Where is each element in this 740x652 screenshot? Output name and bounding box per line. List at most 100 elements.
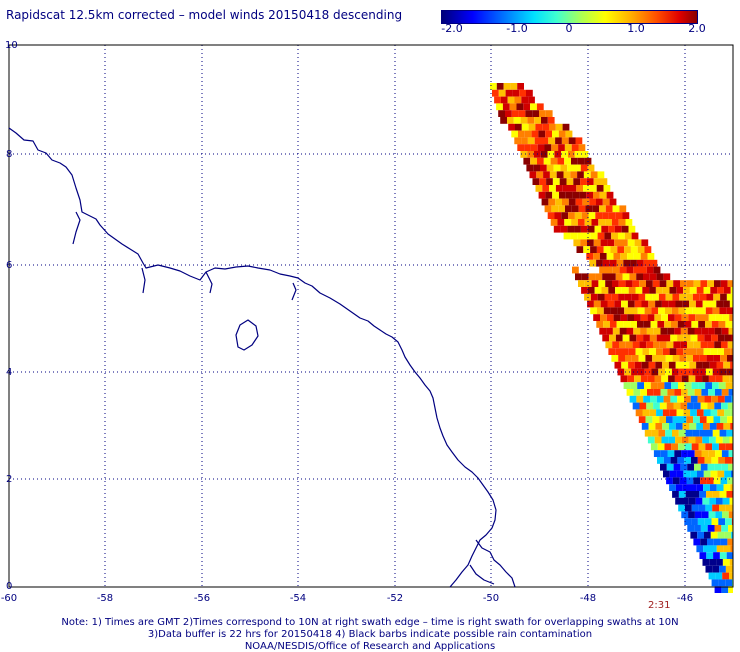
swath-cell xyxy=(579,205,586,212)
swath-cell xyxy=(647,328,654,335)
swath-cell xyxy=(631,246,638,253)
swath-cell xyxy=(719,307,726,314)
swath-cell xyxy=(635,362,642,369)
swath-cell xyxy=(664,396,671,403)
swath-cell xyxy=(633,267,640,274)
swath-cell xyxy=(535,124,542,131)
swath-cell xyxy=(700,477,707,484)
swath-cell xyxy=(648,314,655,321)
swath-cell xyxy=(619,219,626,226)
swath-cell xyxy=(690,287,697,294)
swath-cell xyxy=(576,137,583,144)
swath-cell xyxy=(710,301,717,308)
swath-cell xyxy=(552,131,559,138)
swath-time-label: 2:31 xyxy=(648,600,670,611)
swath-cell xyxy=(547,165,554,172)
swath-cell xyxy=(714,280,721,287)
swath-cell xyxy=(588,165,595,172)
swath-cell xyxy=(686,355,693,362)
swath-cell xyxy=(698,396,705,403)
swath-cell xyxy=(559,131,566,138)
swath-cell xyxy=(685,505,692,512)
swath-cell xyxy=(687,280,694,287)
swath-cell xyxy=(699,369,706,376)
swath-cell xyxy=(699,505,706,512)
swath-cell xyxy=(648,375,655,382)
swath-cell xyxy=(675,437,682,444)
swath-cell xyxy=(708,450,715,457)
swath-cell xyxy=(726,430,733,437)
swath-cell xyxy=(714,477,721,484)
swath-cell xyxy=(578,219,585,226)
swath-cell xyxy=(621,301,628,308)
swath-cell xyxy=(710,423,717,430)
swath-cell xyxy=(611,307,618,314)
swath-cell xyxy=(713,355,720,362)
swath-cell xyxy=(686,430,693,437)
swath-cell xyxy=(567,165,574,172)
swath-cell xyxy=(723,301,730,308)
swath-cell xyxy=(651,382,658,389)
swath-cell xyxy=(672,430,679,437)
swath-cell xyxy=(515,124,522,131)
swath-cell xyxy=(674,328,681,335)
swath-cell xyxy=(723,375,730,382)
swath-cell xyxy=(540,165,547,172)
swath-cell xyxy=(690,348,697,355)
swath-cell xyxy=(662,437,669,444)
swath-cell xyxy=(645,246,652,253)
swath-cell xyxy=(675,314,682,321)
swath-cell xyxy=(580,239,587,246)
swath-cell xyxy=(507,117,514,124)
swath-cell xyxy=(724,409,731,416)
swath-cell xyxy=(628,239,635,246)
swath-cell xyxy=(722,573,729,580)
swath-cell xyxy=(729,314,733,321)
swath-cell xyxy=(614,301,621,308)
swath-cell xyxy=(615,287,622,294)
swath-cell xyxy=(523,158,530,165)
swath-cell xyxy=(664,335,671,342)
swath-cell xyxy=(639,341,646,348)
swath-cell xyxy=(722,450,729,457)
swath-cell xyxy=(721,477,728,484)
swath-cell xyxy=(640,403,647,410)
swath-cell xyxy=(607,314,614,321)
swath-cell xyxy=(701,464,708,471)
swath-cell xyxy=(594,301,601,308)
swath-cell xyxy=(662,423,669,430)
swath-cell xyxy=(556,124,563,131)
swath-cell xyxy=(548,199,555,206)
swath-cell xyxy=(585,205,592,212)
swath-cell xyxy=(674,389,681,396)
swath-cell xyxy=(727,491,734,498)
swath-cell xyxy=(626,267,633,274)
swath-cell xyxy=(569,137,576,144)
swath-cell xyxy=(725,457,732,464)
swath-cell xyxy=(686,491,693,498)
swath-cell xyxy=(689,362,696,369)
swath-cell xyxy=(663,287,670,294)
swath-cell xyxy=(658,307,665,314)
swath-cell xyxy=(637,321,644,328)
swath-cell xyxy=(668,437,675,444)
swath-cell xyxy=(580,178,587,185)
swath-cell xyxy=(649,287,656,294)
swath-cell xyxy=(703,362,710,369)
swath-cell xyxy=(640,267,647,274)
swath-cell xyxy=(604,233,611,240)
swath-cell xyxy=(709,498,716,505)
swath-cell xyxy=(673,477,680,484)
swath-cell xyxy=(616,335,623,342)
swath-cell xyxy=(585,219,592,226)
swath-cell xyxy=(725,579,732,586)
swath-cell xyxy=(707,280,714,287)
swath-cell xyxy=(620,267,627,274)
swath-cell xyxy=(616,212,623,219)
swath-cell xyxy=(598,280,605,287)
swath-cell xyxy=(643,396,650,403)
swath-cell xyxy=(701,328,708,335)
swath-cell xyxy=(719,443,726,450)
swath-cell xyxy=(555,212,562,219)
swath-cell xyxy=(678,321,685,328)
